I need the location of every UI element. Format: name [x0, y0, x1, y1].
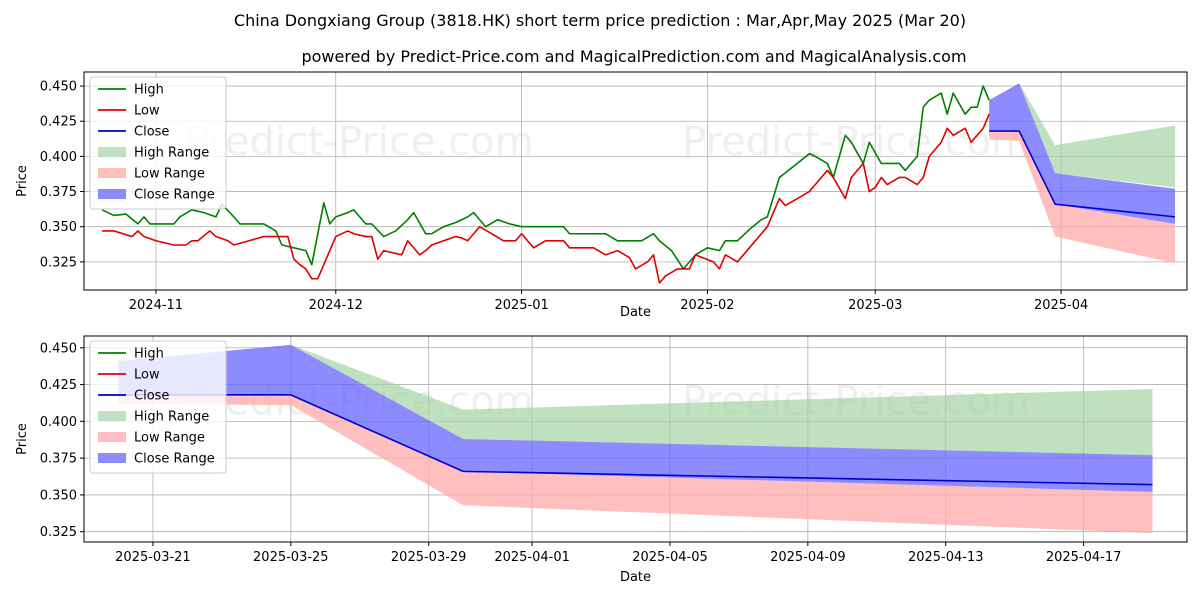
y-tick-label: 0.450 [40, 80, 77, 95]
x-tick-label: 2025-03 [848, 298, 902, 313]
series-high-line [101, 85, 990, 270]
plot-frame [83, 335, 1188, 543]
legend: High Low Close High Range Low Range Close Ran… [89, 340, 227, 474]
series-low-range [118, 394, 1153, 534]
series-group [101, 83, 1176, 284]
x-tick-label: 2025-03-29 [391, 550, 467, 565]
x-tick-label: 2025-04-05 [632, 550, 708, 565]
y-axis-label: Price [15, 165, 30, 197]
legend-label: Close Range [134, 188, 215, 203]
legend-label: Low [134, 104, 160, 119]
y-tick-label: 0.325 [40, 525, 77, 540]
legend-swatch-close-range [98, 453, 126, 463]
series-close-line [989, 130, 1176, 218]
y-tick-label: 0.400 [40, 415, 77, 430]
legend-label: Close Range [134, 452, 215, 467]
x-tick-label: 2025-03-21 [115, 550, 191, 565]
x-tick-label: 2025-04-13 [908, 550, 984, 565]
y-tick-label: 0.425 [40, 115, 77, 130]
y-tick-label: 0.450 [40, 341, 77, 356]
legend-swatch-low-range [98, 432, 126, 442]
x-tick-label: 2025-04 [1034, 298, 1088, 313]
y-tick-label: 0.400 [40, 150, 77, 165]
y-tick-label: 0.350 [40, 488, 77, 503]
legend-swatch-close-range [98, 189, 126, 199]
series-low-line [101, 113, 990, 284]
x-tick-label: 2025-04-17 [1046, 550, 1122, 565]
series-high-range [118, 344, 1153, 456]
x-axis-label: Date [620, 305, 651, 320]
series-close-range [118, 344, 1153, 492]
legend-label: Close [134, 389, 169, 404]
y-tick-label: 0.350 [40, 220, 77, 235]
legend-label: High Range [134, 410, 209, 425]
series-group [118, 344, 1153, 534]
legend-label: High Range [134, 146, 209, 161]
y-tick-label: 0.375 [40, 185, 77, 200]
x-tick-label: 2025-02 [680, 298, 734, 313]
legend-label: High [134, 83, 164, 98]
legend-label: Low Range [134, 431, 205, 446]
y-axis-label: Price [15, 423, 30, 455]
watermark-text: Predict-Price.com [186, 119, 534, 165]
legend-swatch-low-range [98, 168, 126, 178]
x-tick-label: 2025-01 [494, 298, 548, 313]
legend-swatch-high-range [98, 411, 126, 421]
chart-subtitle: powered by Predict-Price.com and Magical… [301, 47, 966, 66]
legend-label: High [134, 347, 164, 362]
legend-label: Low Range [134, 167, 205, 182]
chart-title: China Dongxiang Group (3818.HK) short te… [234, 11, 966, 30]
series-close-range [989, 83, 1176, 224]
y-tick-label: 0.375 [40, 452, 77, 467]
panel-2: Predict-Price.comPredict-Price.com2025-0… [15, 335, 1188, 585]
x-tick-label: 2025-04-01 [494, 550, 570, 565]
watermark-text: Predict-Price.com [682, 119, 1030, 165]
x-tick-label: 2024-12 [309, 298, 363, 313]
series-high-range [989, 83, 1176, 188]
legend-label: Close [134, 125, 169, 140]
x-tick-label: 2024-11 [129, 298, 183, 313]
legend-label: Low [134, 368, 160, 383]
x-tick-label: 2025-03-25 [253, 550, 329, 565]
x-axis-label: Date [620, 570, 651, 585]
legend-swatch-high-range [98, 147, 126, 157]
plot-frame [83, 71, 1188, 291]
y-tick-label: 0.325 [40, 255, 77, 270]
y-tick-label: 0.425 [40, 378, 77, 393]
x-tick-label: 2025-04-09 [770, 550, 846, 565]
legend: High Low Close High Range Low Range Close Ran… [89, 76, 227, 210]
panel-1: Predict-Price.com Predict-Price.com 2024-1… [15, 71, 1188, 320]
series-low-range [989, 131, 1176, 264]
